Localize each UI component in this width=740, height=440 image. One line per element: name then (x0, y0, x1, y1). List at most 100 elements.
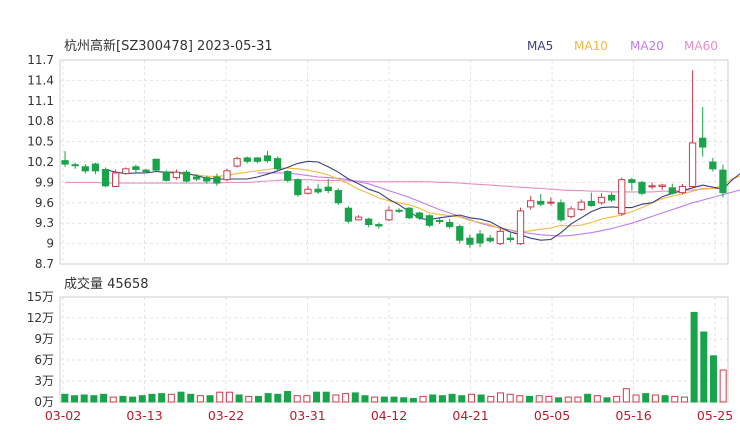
candlesticks (61, 70, 727, 248)
candle-body (486, 237, 494, 242)
volume-y-axis: 15万 12万 9万 6万 3万 0万 (27, 290, 54, 409)
price-tick-label: 9 (46, 237, 54, 251)
candle (122, 167, 130, 175)
candle-body (719, 169, 727, 194)
candle (101, 167, 110, 188)
candle (425, 214, 434, 228)
volume-bar (100, 393, 108, 403)
volume-bar (196, 395, 204, 403)
price-frame (59, 59, 729, 265)
candle-body (526, 200, 535, 208)
price-tick-label: 11.1 (27, 94, 54, 108)
candle-body (334, 190, 342, 204)
candle-body (142, 169, 150, 173)
volume-bar (516, 395, 524, 403)
volume-bars (61, 311, 727, 403)
price-tick-label: 10.8 (27, 114, 54, 128)
candle (466, 234, 474, 248)
candle-body (587, 200, 596, 207)
volume-bar (332, 394, 340, 403)
volume-bar (361, 395, 369, 403)
volume-tick-label: 9万 (34, 332, 54, 346)
volume-bar (584, 393, 592, 403)
volume-bar (322, 391, 330, 403)
candle-body (304, 188, 312, 194)
candle-body (203, 177, 211, 182)
price-tick-label: 10.5 (27, 135, 54, 149)
chart-title: 杭州高新[SZ300478] 2023-05-31 (64, 38, 273, 54)
candle (658, 183, 666, 190)
candle-body (709, 161, 717, 170)
price-tick-label: 10.2 (27, 155, 54, 169)
candle-body (112, 172, 120, 187)
candle (648, 182, 656, 190)
volume-bar (690, 311, 698, 403)
candle (91, 162, 100, 175)
candle-body (192, 176, 201, 180)
candle-body (405, 207, 413, 219)
volume-bar (342, 393, 350, 403)
candle (172, 169, 181, 180)
volume-bar (177, 391, 185, 403)
candle-body (425, 215, 434, 226)
volume-bar (313, 391, 321, 403)
candle (618, 177, 626, 216)
candle (71, 162, 79, 169)
date-tick-label: 05-16 (615, 408, 651, 423)
candle-body (395, 209, 403, 212)
volume-bar (274, 393, 282, 403)
volume-bar (671, 395, 679, 403)
volume-bar (187, 393, 195, 403)
volume-bar (254, 395, 262, 403)
volume-tick-label: 15万 (27, 290, 54, 304)
volume-bar (351, 392, 359, 403)
candle (638, 181, 646, 196)
ma60-line (65, 179, 723, 193)
legend-ma60: MA60 (684, 39, 718, 53)
candle (597, 193, 606, 205)
candle-body (213, 176, 221, 184)
candle-body (506, 237, 515, 241)
candle-body (91, 163, 100, 172)
volume-bar (235, 394, 243, 403)
candle-body (658, 184, 666, 187)
candle (334, 188, 342, 205)
volume-bar (119, 395, 127, 403)
legend-ma10: MA10 (574, 39, 608, 53)
date-tick-label: 04-21 (452, 408, 488, 423)
volume-bar (593, 395, 601, 403)
candle (233, 156, 241, 168)
candle-body (375, 224, 383, 227)
candle (263, 151, 272, 163)
candle-body (253, 157, 262, 162)
volume-bar (458, 395, 466, 403)
price-tick-label: 9.6 (35, 196, 54, 210)
volume-bar (700, 331, 708, 403)
volume-tick-label: 3万 (34, 374, 54, 388)
date-tick-label: 03-02 (45, 408, 81, 423)
candle-body (273, 158, 282, 170)
date-tick-label: 03-31 (289, 408, 325, 423)
volume-bar (613, 395, 621, 403)
candle (456, 224, 464, 244)
candle (526, 196, 535, 210)
candle-body (648, 185, 656, 188)
date-tick-label: 04-12 (371, 408, 407, 423)
ma10-line (156, 167, 740, 233)
candle (678, 183, 687, 195)
volume-bar (284, 391, 292, 403)
candle-body (344, 207, 353, 222)
volume-bar (709, 355, 717, 403)
candle (223, 168, 231, 182)
price-y-axis: 11.7 11.4 11.1 10.8 10.5 10.2 9.9 9.6 9.3 9 8.7 (27, 53, 54, 271)
volume-bar (225, 391, 233, 403)
ma5-line (105, 160, 740, 241)
volume-bar (167, 393, 175, 403)
candle (496, 228, 504, 245)
candle (587, 192, 596, 207)
candle (324, 179, 332, 194)
candle-body (122, 168, 130, 175)
candle-body (162, 171, 170, 181)
candle (516, 207, 525, 245)
candle-body (618, 179, 626, 215)
